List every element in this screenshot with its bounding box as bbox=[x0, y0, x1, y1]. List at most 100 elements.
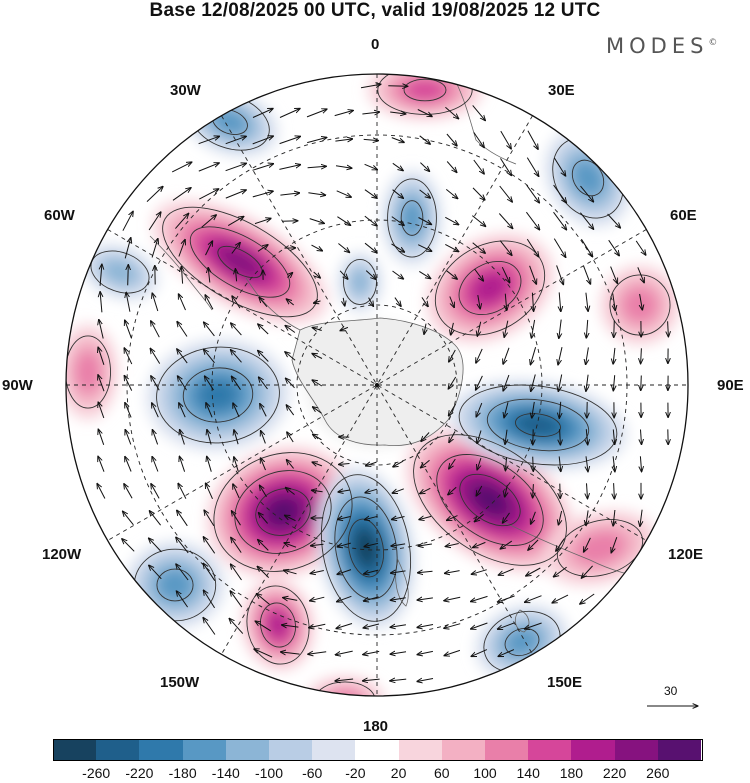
wind-vector-arrow bbox=[124, 484, 133, 499]
wind-vector-arrow bbox=[446, 133, 457, 146]
modes-logo: MODES© bbox=[606, 34, 717, 58]
wind-vector-arrow bbox=[524, 622, 542, 629]
wind-vector-arrow bbox=[613, 293, 616, 310]
wind-vector-arrow bbox=[204, 349, 215, 364]
wind-vector-arrow bbox=[235, 269, 236, 282]
wind-vector-arrow bbox=[472, 187, 485, 200]
wind-vector-arrow bbox=[258, 351, 269, 362]
colorbar-swatch bbox=[312, 739, 356, 761]
wind-vector-arrow bbox=[526, 184, 540, 203]
wind-vector-arrow bbox=[478, 295, 480, 309]
wind-vector-arrow bbox=[176, 591, 189, 608]
wind-vector-arrow bbox=[580, 185, 594, 202]
wind-vector-arrow bbox=[125, 457, 132, 472]
wind-vector-arrow bbox=[471, 649, 488, 657]
wind-vector-arrow bbox=[125, 430, 132, 445]
wind-vector-arrow bbox=[445, 106, 458, 119]
colorbar-swatch bbox=[657, 739, 702, 761]
wind-vector-arrow bbox=[207, 456, 212, 472]
colorbar-swatch bbox=[441, 739, 486, 761]
wind-vector-arrow bbox=[668, 321, 669, 336]
map-border bbox=[65, 73, 689, 697]
wind-vector-arrow bbox=[530, 347, 537, 365]
wind-vector-arrow bbox=[473, 541, 486, 547]
wind-vector-arrow bbox=[198, 163, 219, 172]
wind-vector-arrow bbox=[610, 266, 618, 284]
contour-line bbox=[387, 178, 437, 258]
wind-vector-arrow bbox=[231, 350, 242, 363]
wind-vector-arrow bbox=[504, 320, 509, 338]
wind-vector-arrow bbox=[498, 213, 512, 229]
negative-anomaly-shade bbox=[157, 569, 193, 601]
wind-vector-arrow bbox=[308, 652, 327, 654]
wind-vector-arrow bbox=[363, 139, 379, 140]
colorbar-swatch bbox=[53, 739, 97, 761]
colorbar-swatch bbox=[269, 739, 313, 761]
wind-vector-arrow bbox=[124, 238, 131, 259]
wind-vector-arrow bbox=[234, 457, 239, 472]
wind-vector-arrow bbox=[225, 190, 246, 199]
wind-vector-arrow bbox=[176, 537, 189, 554]
wind-vector-arrow bbox=[199, 189, 218, 200]
wind-vector-arrow bbox=[98, 375, 105, 392]
wind-vector-arrow bbox=[613, 375, 614, 391]
wind-vector-arrow bbox=[526, 211, 539, 230]
wind-vector-arrow bbox=[390, 112, 406, 114]
wind-vector-arrow bbox=[611, 537, 618, 553]
negative-anomaly-shade bbox=[401, 201, 423, 235]
wind-vector-arrow bbox=[311, 544, 324, 546]
wind-vector-arrow bbox=[313, 271, 321, 278]
wind-vector-arrow bbox=[98, 402, 105, 419]
wind-vector-arrow bbox=[608, 239, 620, 256]
wind-vector-arrow bbox=[229, 618, 244, 634]
wind-vector-arrow bbox=[125, 320, 132, 339]
wind-vector-arrow bbox=[279, 165, 300, 170]
wind-vector-arrow bbox=[148, 212, 161, 231]
wind-vector-arrow bbox=[473, 132, 484, 147]
wind-vector-arrow bbox=[477, 430, 482, 444]
wind-vector-arrow bbox=[418, 571, 433, 573]
wind-vector-arrow bbox=[448, 376, 457, 389]
wind-vector-arrow bbox=[172, 188, 191, 201]
colorbar-swatch bbox=[528, 739, 572, 761]
positive-anomaly-shade bbox=[622, 287, 658, 323]
wind-vector-arrow bbox=[526, 238, 538, 257]
positive-anomaly-shade bbox=[574, 531, 626, 565]
wind-vector-arrow bbox=[203, 618, 216, 635]
wind-vector-arrow bbox=[477, 457, 481, 470]
wind-vector-arrow bbox=[234, 430, 239, 445]
wind-vector-arrow bbox=[391, 571, 406, 573]
wind-vector-arrow bbox=[310, 596, 325, 601]
wind-vector-arrow bbox=[232, 296, 241, 309]
wind-vector-arrow bbox=[417, 625, 434, 628]
contour-line bbox=[162, 206, 318, 318]
wind-vector-arrow bbox=[505, 457, 506, 470]
wind-vector-arrow bbox=[445, 216, 458, 224]
colorbar-tick-label: 260 bbox=[646, 765, 670, 781]
wind-vector-arrow bbox=[252, 191, 273, 198]
wind-vector-arrow bbox=[285, 352, 296, 361]
wind-vector-arrow bbox=[312, 380, 323, 387]
wind-vector-arrow bbox=[231, 537, 242, 553]
wind-vector-arrow bbox=[362, 112, 379, 114]
wind-vector-arrow bbox=[558, 346, 563, 365]
wind-vector-arrow bbox=[338, 243, 349, 253]
wind-vector-arrow bbox=[419, 516, 432, 519]
wind-vector-arrow bbox=[339, 464, 350, 465]
wind-vector-arrow bbox=[208, 268, 210, 283]
wind-vector-arrow bbox=[126, 292, 131, 312]
wind-vector-arrow bbox=[580, 212, 593, 230]
wind-vector-arrow bbox=[311, 244, 323, 251]
copyright-mark: © bbox=[708, 38, 718, 48]
wind-vector-arrow bbox=[260, 485, 267, 497]
wind-vector-arrow bbox=[363, 651, 380, 654]
wind-vector-arrow bbox=[553, 566, 567, 577]
contour-line bbox=[343, 259, 377, 305]
lon-label-150w: 150W bbox=[160, 674, 200, 691]
colorbar-tick-label: -20 bbox=[345, 765, 366, 781]
wind-vector-arrow bbox=[252, 164, 274, 171]
wind-vector-arrow bbox=[391, 544, 406, 546]
wind-vector-arrow bbox=[128, 265, 129, 286]
reference-vector-label: 30 bbox=[664, 684, 678, 698]
wind-vector-arrow bbox=[505, 429, 507, 445]
